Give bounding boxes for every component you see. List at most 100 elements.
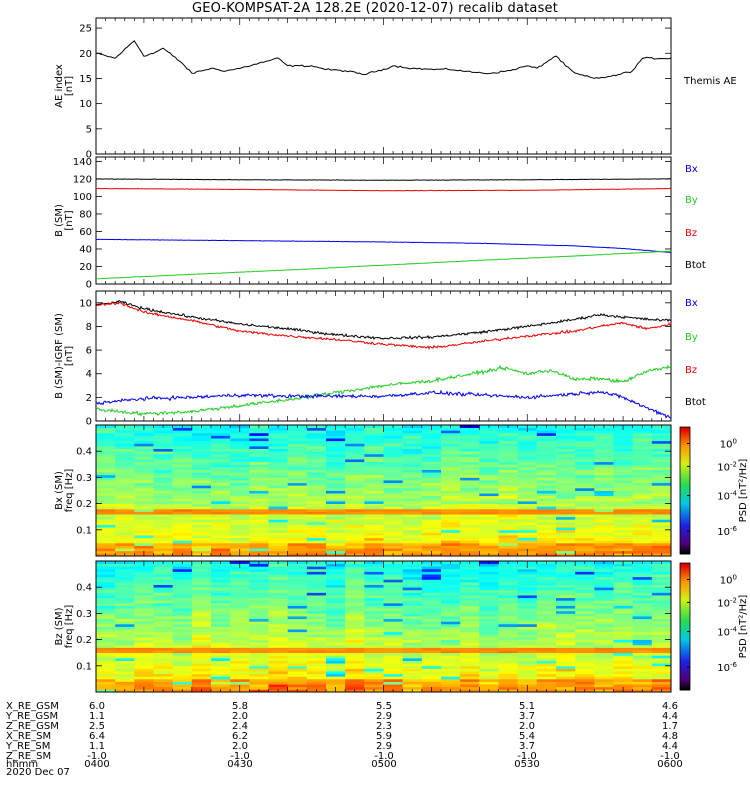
spectrogram-cell: [345, 686, 365, 690]
spectrogram-cell: [191, 608, 212, 612]
spectrogram-cell: [441, 663, 461, 667]
spectrogram-cell: [632, 459, 653, 463]
spectrogram-cell: [421, 524, 442, 528]
spectrogram-cell: [613, 519, 634, 523]
spectrogram-cell: [421, 435, 442, 439]
spectrogram-cell: [594, 495, 614, 499]
spectrogram-cell: [613, 430, 634, 434]
spectrogram-cell: [460, 464, 480, 468]
colorbar-step: [680, 614, 690, 618]
spectrogram-cell: [594, 540, 614, 544]
spectrogram-cell: [556, 540, 576, 544]
spectrogram-cell: [96, 634, 116, 638]
spectrogram-cell: [441, 506, 461, 510]
spectrogram-cell: [287, 445, 308, 449]
spectrogram-cell: [115, 600, 135, 604]
spectrogram-cell: [536, 430, 557, 434]
spectrogram-cell: [172, 485, 193, 489]
spectrogram-cell: [345, 535, 365, 539]
spectrogram-cell: [345, 537, 365, 541]
spectrogram-cell: [402, 566, 423, 570]
spectrogram-cell: [479, 566, 499, 570]
spectrogram-cell: [421, 540, 442, 544]
spectrogram-cell: [345, 448, 365, 452]
spectrogram-cell: [211, 466, 231, 470]
spectrogram-cell: [556, 647, 576, 651]
spectrogram-cell: [211, 535, 231, 539]
spectrogram-cell: [364, 532, 384, 536]
spectrogram-cell: [249, 448, 269, 452]
spectrogram-cell: [402, 644, 423, 648]
spectrogram-cell: [249, 506, 269, 510]
spectrogram-cell: [115, 571, 135, 575]
spectrogram-cell: [613, 684, 634, 688]
spectrogram-cell: [115, 466, 135, 470]
spectrogram-cell: [268, 636, 289, 640]
spectrogram-cell: [230, 440, 250, 444]
spectrogram-cell: [211, 474, 231, 478]
spectrogram-cell: [230, 631, 250, 635]
legend-btot: Btot: [685, 397, 706, 408]
spectrogram-cell: [556, 566, 576, 570]
spectrogram-cell: [153, 589, 174, 593]
spectrogram-cell: [345, 650, 365, 654]
spectrogram-cell: [364, 566, 384, 570]
spectrogram-cell: [556, 448, 576, 452]
spectrogram-cell: [651, 584, 672, 588]
spectrogram-cell: [172, 621, 193, 625]
spectrogram-cell: [326, 440, 346, 444]
spectrogram-cell: [172, 487, 193, 491]
spectrogram-cell: [460, 472, 480, 476]
spectrogram-cell: [115, 647, 135, 651]
spectrogram-cell: [230, 671, 250, 675]
spectrogram-cell: [575, 613, 595, 617]
spectrogram-cell: [268, 647, 289, 651]
spectrogram-cell: [268, 587, 289, 591]
spectrogram-cell: [306, 485, 327, 489]
panel-4-ytick-label: 0.4: [76, 583, 92, 594]
spectrogram-cell: [556, 480, 576, 484]
spectrogram-cell: [536, 668, 557, 672]
spectrogram-cell: [306, 574, 327, 578]
spectrogram-cell: [134, 438, 154, 442]
spectrogram-cell: [191, 681, 212, 685]
spectrogram-cell: [249, 600, 269, 604]
spectrogram-cell: [632, 616, 653, 620]
spectrogram-cell: [613, 663, 634, 667]
spectrogram-cell: [96, 613, 116, 617]
spectrogram-cell: [575, 480, 595, 484]
spectrogram-cell: [460, 623, 480, 627]
spectrogram-cell: [421, 579, 442, 583]
spectrogram-cell: [287, 589, 308, 593]
spectrogram-cell: [364, 508, 384, 512]
spectrogram-cell: [479, 472, 499, 476]
spectrogram-cell: [306, 684, 327, 688]
spectrogram-cell: [632, 532, 653, 536]
spectrogram-cell: [364, 448, 384, 452]
spectrogram-cell: [651, 571, 672, 575]
spectrogram-cell: [211, 456, 231, 460]
spectrogram-cell: [594, 587, 614, 591]
spectrogram-cell: [364, 613, 384, 617]
spectrogram-cell: [230, 545, 250, 549]
spectrogram-cell: [556, 676, 576, 680]
spectrogram-cell: [556, 576, 576, 580]
spectrogram-cell: [115, 618, 135, 622]
spectrogram-cell: [498, 576, 519, 580]
spectrogram-cell: [326, 524, 346, 528]
spectrogram-cell: [575, 438, 595, 442]
spectrogram-cell: [364, 506, 384, 510]
spectrogram-cell: [651, 579, 672, 583]
spectrogram-cell: [594, 681, 614, 685]
spectrogram-cell: [613, 608, 634, 612]
spectrogram-cell: [306, 678, 327, 682]
spectrogram-cell: [594, 671, 614, 675]
spectrogram-cell: [402, 681, 423, 685]
spectrogram-cell: [96, 566, 116, 570]
spectrogram-cell: [268, 540, 289, 544]
panel-1-ytick-label: 80: [79, 209, 92, 220]
spectrogram-cell: [613, 581, 634, 585]
panel-0-ytick-label: 15: [79, 74, 92, 85]
spectrogram-cell: [191, 671, 212, 675]
spectrogram-cell: [230, 506, 250, 510]
